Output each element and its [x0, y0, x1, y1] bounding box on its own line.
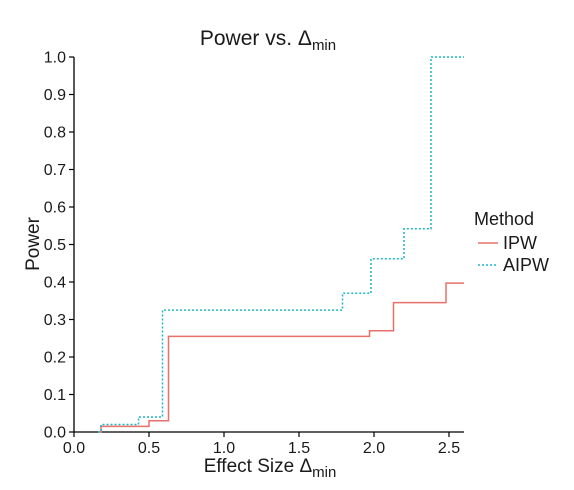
legend-title: Method: [474, 209, 534, 229]
chart-title-subscript: min: [312, 37, 336, 54]
x-axis-label-main: Effect Size Δ: [204, 456, 313, 477]
y-tick-label: 0.2: [44, 350, 66, 367]
series-line-aipw: [98, 56, 464, 433]
y-tick-label: 0.5: [44, 237, 66, 254]
y-tick-label: 0.4: [44, 275, 66, 292]
chart-title: Power vs. Δmin: [200, 27, 336, 54]
x-ticks: 0.0 0.5 1.0 1.5 2.0 2.5: [63, 432, 460, 457]
x-tick-label: 1.5: [288, 440, 310, 457]
y-axis-label: Power: [23, 216, 44, 271]
x-tick-label: 1.0: [213, 440, 235, 457]
series-line-ipw: [99, 282, 464, 433]
y-tick-label: 0.7: [44, 162, 66, 179]
x-tick-label: 0.5: [138, 440, 160, 457]
legend-label-aipw: AIPW: [503, 255, 549, 275]
chart-title-main: Power vs. Δ: [200, 27, 312, 50]
series-lines: [98, 56, 464, 433]
x-axis-label-subscript: min: [312, 464, 336, 481]
legend-label-ipw: IPW: [503, 233, 537, 253]
y-tick-label: 0.1: [44, 387, 66, 404]
y-tick-label: 0.6: [44, 200, 66, 217]
plot-area: 0.0 0.1 0.2 0.3 0.4 0.5 0.6 0.7 0.8 0.9 1.0 0.0 0.5…: [44, 50, 464, 457]
x-tick-label: 2.5: [438, 440, 460, 457]
legend: Method IPW AIPW: [474, 209, 549, 275]
x-axis-label: Effect Size Δmin: [204, 456, 337, 481]
x-tick-label: 2.0: [363, 440, 385, 457]
y-tick-label: 0.0: [44, 425, 66, 442]
y-tick-label: 0.3: [44, 312, 66, 329]
y-ticks: 0.0 0.1 0.2 0.3 0.4 0.5 0.6 0.7 0.8 0.9 1.0: [44, 50, 74, 442]
x-tick-label: 0.0: [63, 440, 85, 457]
y-tick-label: 0.8: [44, 125, 66, 142]
y-tick-label: 1.0: [44, 50, 66, 67]
y-tick-label: 0.9: [44, 87, 66, 104]
